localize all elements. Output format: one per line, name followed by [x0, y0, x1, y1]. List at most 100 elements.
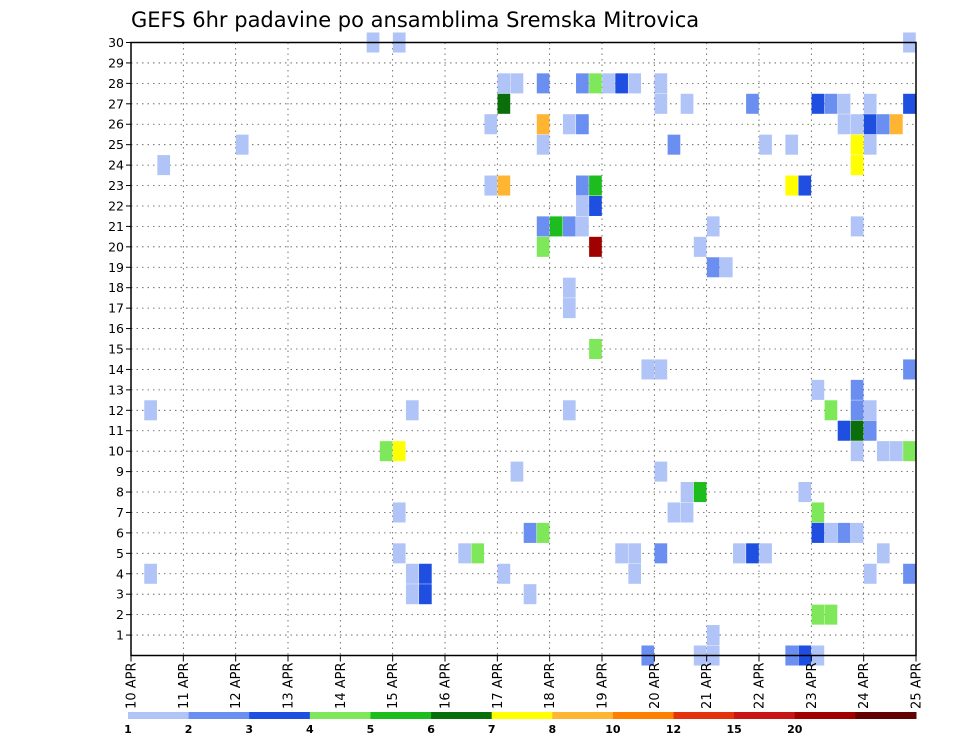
data-cell [837, 420, 851, 441]
data-cell [785, 175, 799, 196]
data-cell [405, 400, 419, 421]
data-cell [562, 114, 576, 135]
data-cell [863, 134, 877, 155]
legend-label: 8 [548, 723, 556, 736]
y-tick-label: 1 [116, 628, 124, 643]
data-cell [510, 461, 524, 482]
legend-label: 12 [666, 723, 681, 736]
data-cell [824, 522, 838, 543]
data-cell [824, 93, 838, 114]
data-cell [589, 195, 602, 216]
data-cell [667, 134, 681, 155]
data-cell [863, 114, 877, 135]
data-cell [405, 563, 419, 584]
data-cell [536, 134, 550, 155]
data-cell [497, 563, 511, 584]
legend-label: 4 [306, 723, 314, 736]
x-tick-label: 15 APR [386, 663, 401, 709]
data-cell [536, 73, 550, 94]
data-cell [811, 604, 825, 625]
legend-swatch [794, 712, 856, 719]
y-tick-label: 3 [116, 587, 124, 602]
x-tick-label: 12 APR [229, 663, 244, 709]
legend-swatch [188, 712, 250, 719]
y-tick-label: 23 [108, 178, 124, 193]
data-cell [693, 236, 707, 257]
data-cell [589, 175, 602, 196]
data-cell [536, 522, 550, 543]
data-cell [903, 441, 916, 462]
data-cell [549, 216, 563, 237]
data-cell [876, 441, 890, 462]
legend-label: 7 [488, 723, 496, 736]
data-cell [576, 175, 589, 196]
data-cell [654, 461, 668, 482]
data-cell [576, 114, 589, 135]
data-cell [405, 584, 419, 605]
data-cell [392, 502, 406, 523]
y-tick-label: 8 [116, 485, 124, 500]
legend-label: 5 [367, 723, 375, 736]
data-cell [562, 400, 576, 421]
y-tick-label: 29 [108, 55, 124, 70]
y-tick-label: 25 [108, 137, 124, 152]
data-cell [719, 257, 733, 278]
y-tick-label: 26 [108, 117, 124, 132]
x-tick-label: 21 APR [700, 663, 715, 709]
data-cell [510, 73, 524, 94]
data-cell [628, 543, 642, 564]
legend-swatch [491, 712, 553, 719]
legend-swatch [309, 712, 371, 719]
y-tick-label: 13 [108, 382, 124, 397]
y-tick-label: 7 [116, 505, 124, 520]
x-tick-label: 11 APR [177, 663, 192, 709]
data-cell [680, 482, 694, 503]
data-cell [654, 93, 668, 114]
data-cell [523, 522, 537, 543]
data-cell [850, 522, 864, 543]
data-cell [536, 236, 550, 257]
data-cell [706, 216, 720, 237]
data-cell [379, 441, 393, 462]
data-cell [811, 502, 825, 523]
data-cell [497, 93, 511, 114]
y-tick-label: 4 [116, 566, 124, 581]
x-tick-label: 16 APR [439, 663, 454, 709]
y-tick-label: 19 [108, 260, 124, 275]
x-tick-label: 22 APR [753, 663, 768, 709]
data-cell [458, 543, 471, 564]
x-tick-label: 17 APR [491, 663, 506, 709]
data-cell [628, 563, 642, 584]
y-tick-label: 28 [108, 76, 124, 91]
data-cell [903, 563, 916, 584]
legend-label: 10 [605, 723, 621, 736]
data-cell [811, 522, 825, 543]
data-cell [471, 543, 485, 564]
data-cell [733, 543, 746, 564]
data-cell [392, 543, 406, 564]
data-cell [850, 114, 864, 135]
data-cell [706, 257, 720, 278]
data-cell [523, 584, 537, 605]
data-cell [863, 93, 877, 114]
x-tick-label: 18 APR [543, 663, 558, 709]
data-cell [562, 298, 576, 319]
data-cell [680, 502, 694, 523]
y-tick-label: 6 [116, 525, 124, 540]
data-cell [144, 563, 157, 584]
legend-swatch [431, 712, 493, 719]
data-cell [589, 73, 602, 94]
data-cell [497, 175, 511, 196]
y-tick-label: 18 [108, 280, 124, 295]
data-cell [746, 93, 759, 114]
data-cell [667, 502, 681, 523]
data-cell [811, 93, 825, 114]
data-cell [615, 73, 628, 94]
plot-frame [130, 41, 917, 657]
y-tick-label: 12 [108, 403, 124, 418]
legend-label: 15 [726, 723, 741, 736]
grid-lines [131, 42, 916, 656]
data-cell [562, 277, 576, 298]
legend-swatch [370, 712, 432, 719]
data-cell [850, 134, 864, 155]
